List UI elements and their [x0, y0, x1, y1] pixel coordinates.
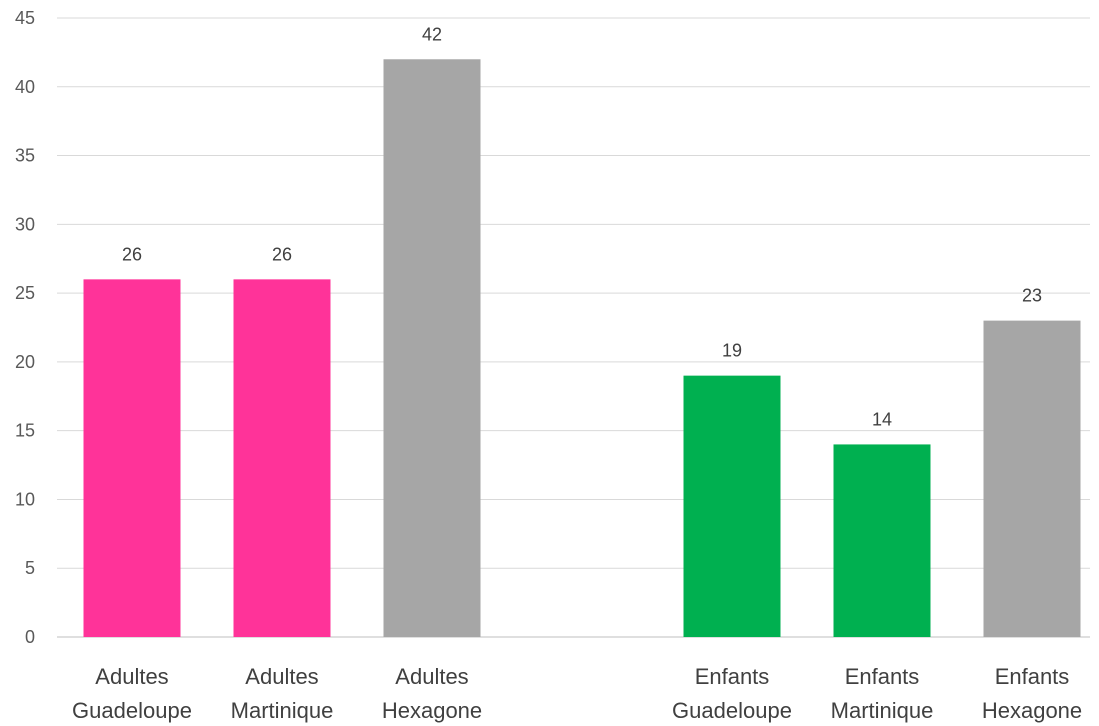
y-tick-label: 25 [15, 283, 35, 303]
y-tick-label: 0 [25, 627, 35, 647]
bar [233, 279, 331, 637]
data-label: 23 [1022, 286, 1042, 306]
bars [83, 59, 1081, 638]
data-label: 26 [122, 244, 142, 264]
y-tick-label: 40 [15, 77, 35, 97]
data-label: 19 [722, 341, 742, 361]
bar [383, 59, 481, 638]
data-labels: 26 26 42 19 14 23 [122, 24, 1042, 429]
data-label: 42 [422, 24, 442, 44]
x-category-label: Adultes Guadeloupe [72, 664, 192, 723]
data-label: 14 [872, 409, 892, 429]
y-tick-label: 30 [15, 214, 35, 234]
x-category-label: Enfants Martinique [831, 664, 934, 723]
y-tick-label: 20 [15, 352, 35, 372]
bar [83, 279, 181, 637]
bar [833, 444, 931, 637]
x-axis-categories: Adultes Guadeloupe Adultes Martinique Adulte… [72, 664, 1082, 723]
x-category-label: Adultes Martinique [231, 664, 334, 723]
x-category-label: Enfants Hexagone [982, 664, 1082, 723]
y-tick-label: 5 [25, 558, 35, 578]
x-category-label: Enfants Guadeloupe [672, 664, 792, 723]
bar [983, 320, 1081, 637]
data-label: 26 [272, 244, 292, 264]
y-axis-ticks: 0 5 10 15 20 25 30 35 40 45 [15, 8, 35, 647]
y-tick-label: 45 [15, 8, 35, 28]
y-tick-label: 15 [15, 421, 35, 441]
bar [683, 375, 781, 637]
gridlines [57, 17, 1090, 638]
y-tick-label: 10 [15, 489, 35, 509]
y-tick-label: 35 [15, 146, 35, 166]
x-category-label: Adultes Hexagone [382, 664, 482, 723]
